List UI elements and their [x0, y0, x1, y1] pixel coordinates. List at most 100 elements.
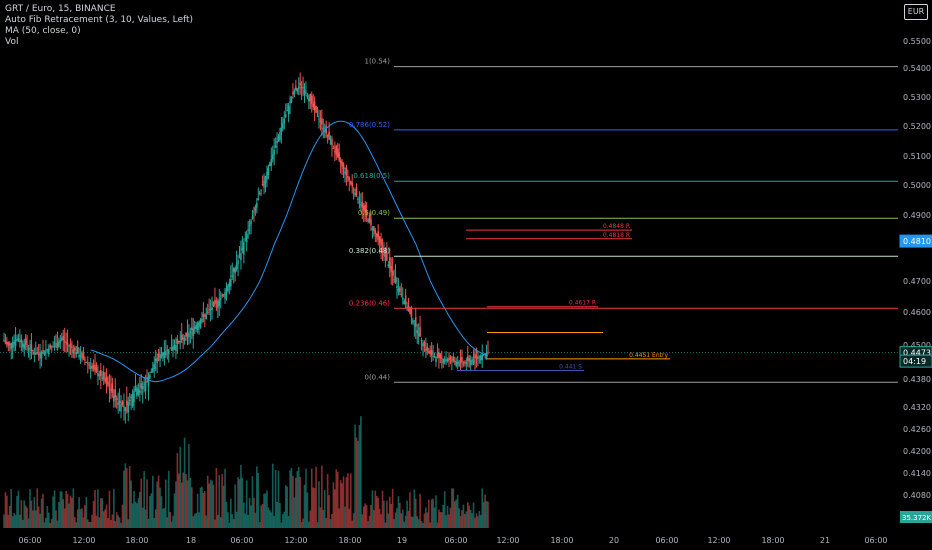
candle-body: [34, 352, 37, 355]
indicator-ma[interactable]: MA (50, close, 0): [5, 26, 81, 36]
volume-bar: [322, 509, 325, 528]
volume-bar: [237, 477, 239, 528]
volume-bar: [202, 492, 205, 528]
volume-bar: [166, 517, 169, 528]
volume-bar: [277, 470, 280, 528]
candle-body: [149, 374, 151, 379]
volume-bar: [114, 521, 117, 528]
fib-level-label: 1(0.54): [364, 58, 390, 66]
volume-bar: [130, 480, 132, 528]
volume-bar: [261, 503, 264, 528]
indicator-vol[interactable]: Vol: [5, 37, 19, 47]
volume-bar: [292, 475, 294, 528]
candle-body: [24, 338, 27, 345]
volume-bar: [160, 496, 163, 528]
candle-body: [97, 373, 99, 377]
volume-bar: [26, 507, 28, 528]
volume-bar: [205, 515, 208, 528]
indicator-fib[interactable]: Auto Fib Retracement (3, 10, Values, Lef…: [5, 15, 194, 25]
volume-bar: [50, 519, 53, 528]
candle-body: [131, 393, 134, 406]
candle-body: [140, 383, 143, 389]
volume-bar: [375, 495, 378, 528]
candle-body: [412, 320, 414, 323]
volume-bar: [464, 514, 466, 528]
volume-bar: [126, 468, 128, 528]
volume-bar: [39, 513, 41, 528]
volume-bar: [336, 471, 339, 528]
candle-body: [244, 238, 247, 240]
candle-body: [329, 142, 332, 144]
candle-body: [296, 88, 299, 92]
volume-bar: [45, 517, 47, 528]
volume-bar: [325, 517, 327, 528]
volume-label-text: 35.372K: [902, 514, 931, 522]
candle-body: [172, 346, 174, 351]
candle-body: [169, 347, 171, 349]
y-tick-label: 0.5400: [903, 64, 931, 73]
candle-body: [420, 340, 423, 342]
volume-bar: [269, 510, 271, 528]
volume-bar: [458, 508, 460, 528]
volume-bar: [4, 492, 7, 528]
candle-body: [102, 372, 105, 379]
candle-body: [267, 167, 270, 176]
candle-body: [85, 362, 88, 363]
candle-body: [438, 351, 440, 359]
candle-body: [163, 352, 166, 359]
price-axis[interactable]: 0.5500 0.5400 0.5300 0.5200 0.5100 0.5000 0.49…: [899, 37, 932, 523]
currency-button[interactable]: EUR: [904, 4, 928, 20]
volume-bar: [406, 500, 408, 528]
candle-body: [68, 345, 70, 347]
volume-bar: [23, 500, 26, 528]
y-tick-label: 0.5100: [903, 152, 931, 161]
price-label-fill: [900, 355, 932, 368]
time-axis[interactable]: 06:00 12:00 18:00 18 06:00 12:00 18:00 19 06:00 1…: [18, 536, 887, 545]
volume-bar: [253, 497, 255, 528]
volume-bar: [104, 509, 106, 528]
symbol-title[interactable]: GRT / Euro, 15, BINANCE: [5, 4, 116, 14]
volume-bar: [416, 516, 419, 528]
candle-body: [215, 300, 218, 303]
candle-body: [269, 163, 271, 167]
candle-body: [126, 400, 128, 405]
candle-body: [325, 125, 327, 134]
candle-body: [299, 82, 301, 86]
volume-bar: [42, 493, 44, 528]
volume-bar: [121, 504, 124, 528]
volume-bar: [459, 515, 462, 528]
candle-body: [358, 201, 361, 203]
volume-bar: [299, 476, 301, 528]
candle-body: [384, 249, 387, 257]
volume-bar: [73, 517, 76, 528]
volume-bar: [274, 469, 277, 528]
candle-body: [128, 399, 131, 401]
volume-bar: [134, 501, 137, 528]
volume-bar: [349, 473, 352, 528]
volume-bar: [224, 468, 226, 528]
volume-bar: [124, 463, 127, 528]
candle-body: [152, 368, 154, 373]
candle-body: [313, 101, 316, 111]
candle-body: [375, 234, 378, 237]
candle-body: [27, 347, 30, 350]
volume-bar: [29, 489, 31, 528]
volume-bar: [430, 499, 433, 528]
candle-body: [409, 307, 411, 314]
candle-body: [219, 298, 222, 300]
volume-bar: [234, 484, 236, 528]
fib-retracement: 1(0.54) 0.786(0.52) 0.618(0.5) 0.5(0.49) 0.3…: [349, 58, 898, 383]
volume-bar: [17, 490, 20, 528]
volume-bar: [154, 509, 157, 528]
volume-bar: [393, 519, 395, 528]
volume-bar: [63, 508, 66, 528]
volume-bar: [361, 514, 364, 528]
volume-bar: [283, 511, 286, 528]
volume-bar: [423, 513, 426, 528]
volume-bar: [13, 513, 15, 528]
candle-body: [39, 352, 41, 359]
volume-bars: [3, 416, 489, 528]
candle-body: [430, 350, 433, 355]
trade-level-label: 0.441 S: [559, 364, 582, 371]
